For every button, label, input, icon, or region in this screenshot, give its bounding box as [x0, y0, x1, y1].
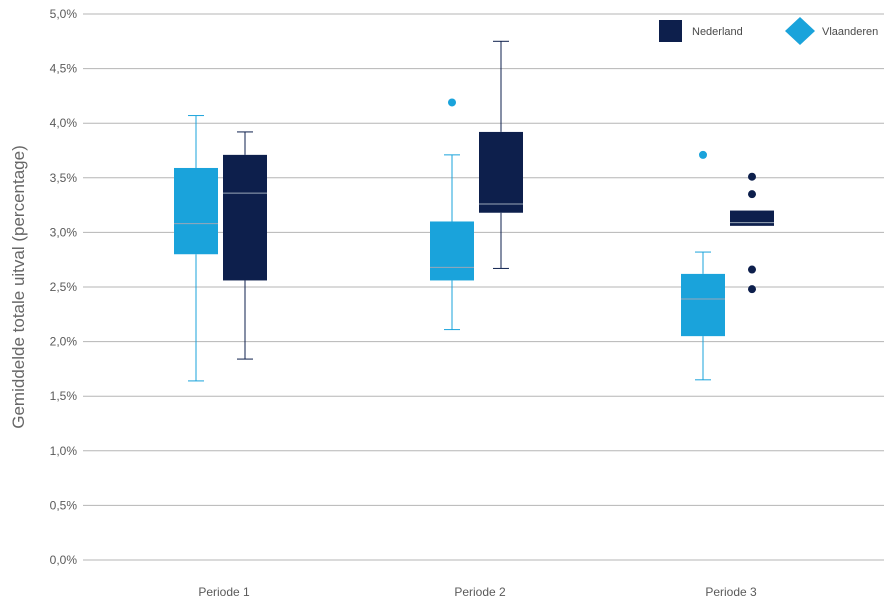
outlier-point — [748, 285, 756, 294]
y-tick-label: 3,5% — [50, 171, 78, 185]
box-vlaanderen-2 — [430, 98, 474, 331]
legend-label: Vlaanderen — [822, 26, 878, 38]
outlier-point — [748, 172, 756, 181]
x-tick-label: Periode 1 — [198, 585, 250, 598]
x-tick-label: Periode 3 — [705, 585, 757, 598]
box-vlaanderen-1 — [174, 115, 218, 382]
box-nederland-1 — [223, 131, 267, 360]
y-tick-label: 1,0% — [50, 444, 78, 458]
y-tick-label: 2,5% — [50, 280, 78, 294]
legend-item-nederland: Nederland — [659, 20, 743, 42]
legend-marker-diamond — [785, 17, 815, 45]
y-tick-label: 4,5% — [50, 62, 78, 76]
outlier-point — [748, 265, 756, 274]
box-iqr — [479, 131, 523, 213]
box-iqr — [174, 167, 218, 255]
box-iqr — [430, 221, 474, 281]
outlier-point — [748, 190, 756, 199]
y-tick-label: 0,5% — [50, 498, 78, 512]
box-nederland-3 — [730, 172, 774, 294]
series-vlaanderen — [174, 98, 725, 382]
gridlines — [83, 13, 884, 561]
box-iqr — [730, 210, 774, 226]
box-nederland-2 — [479, 40, 523, 269]
box-vlaanderen-3 — [681, 150, 725, 381]
legend: Nederland Vlaanderen — [659, 17, 878, 45]
legend-label: Nederland — [692, 26, 743, 38]
series-nederland — [223, 40, 774, 360]
plot-area — [174, 40, 774, 382]
y-tick-label: 3,0% — [50, 225, 78, 239]
box-iqr — [681, 273, 725, 337]
y-axis-ticks: 0,0% 0,5% 1,0% 1,5% 2,0% 2,5% 3,0% 3,5% 4,0% 4,5%… — [50, 7, 78, 567]
y-tick-label: 4,0% — [50, 116, 78, 130]
x-axis-ticks: Periode 1 Periode 2 Periode 3 — [198, 585, 757, 598]
y-tick-label: 0,0% — [50, 553, 78, 567]
box-iqr — [223, 154, 267, 281]
y-tick-label: 2,0% — [50, 335, 78, 349]
legend-marker-square — [659, 20, 682, 42]
y-axis-label: Gemiddelde totale uitval (percentage) — [9, 145, 28, 429]
y-tick-label: 5,0% — [50, 7, 78, 21]
outlier-point — [448, 98, 456, 107]
x-tick-label: Periode 2 — [454, 585, 506, 598]
outlier-point — [699, 150, 707, 159]
legend-item-vlaanderen: Vlaanderen — [785, 17, 878, 45]
y-tick-label: 1,5% — [50, 389, 78, 403]
